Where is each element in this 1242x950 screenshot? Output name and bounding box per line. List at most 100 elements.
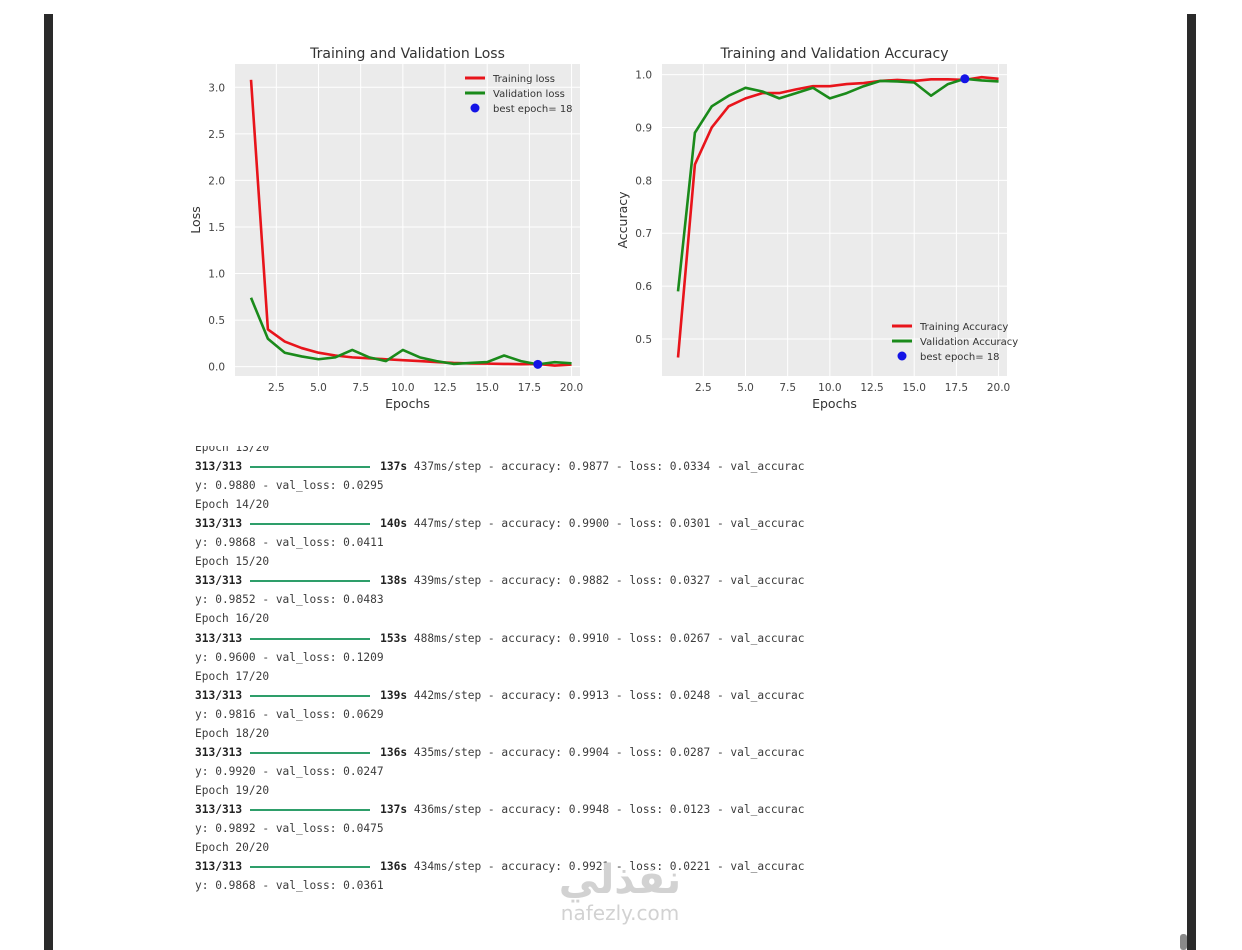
y-tick-label: 0.0 bbox=[208, 362, 225, 374]
step-count: 313/313 bbox=[195, 631, 243, 645]
x-tick-label: 2.5 bbox=[268, 382, 285, 394]
scrollbar-thumb[interactable] bbox=[1180, 934, 1187, 950]
step-count: 313/313 bbox=[195, 802, 243, 816]
legend-marker bbox=[897, 351, 907, 361]
step-count: 313/313 bbox=[195, 860, 243, 874]
best-epoch-point bbox=[960, 74, 970, 84]
step-metrics: 442ms/step - accuracy: 0.9913 - loss: 0.… bbox=[407, 688, 805, 702]
chart-title: Training and Validation Loss bbox=[309, 46, 505, 62]
x-axis-label: Epochs bbox=[385, 396, 430, 411]
step-time: 139s bbox=[380, 688, 408, 702]
progress-bar bbox=[250, 466, 371, 469]
x-tick-label: 20.0 bbox=[987, 382, 1010, 394]
log-line: y: 0.9920 - val_loss: 0.0247 bbox=[195, 764, 384, 778]
log-line: 313/313 136s 434ms/step - accuracy: 0.992… bbox=[195, 859, 805, 875]
y-tick-label: 2.5 bbox=[208, 129, 225, 141]
log-line: y: 0.9852 - val_loss: 0.0483 bbox=[195, 593, 384, 607]
step-time: 138s bbox=[380, 574, 408, 588]
val-series-line bbox=[676, 77, 999, 292]
step-count: 313/313 bbox=[195, 688, 243, 702]
watermark-latin: nafezly.com bbox=[560, 901, 680, 925]
log-line: 313/313 138s 439ms/step - accuracy: 0.988… bbox=[195, 573, 805, 589]
page-left-border bbox=[44, 14, 53, 950]
log-line: 313/313 137s 436ms/step - accuracy: 0.994… bbox=[195, 802, 805, 818]
chart-title: Training and Validation Accuracy bbox=[720, 46, 949, 62]
legend-label: best epoch= 18 bbox=[920, 352, 1000, 363]
progress-bar bbox=[250, 866, 371, 869]
step-metrics: 434ms/step - accuracy: 0.9921 - loss: 0.… bbox=[407, 860, 805, 874]
progress-bar bbox=[250, 637, 371, 640]
y-tick-label: 0.9 bbox=[635, 122, 652, 134]
step-time: 137s bbox=[380, 802, 408, 816]
page-right-border bbox=[1187, 14, 1196, 950]
step-metrics: 447ms/step - accuracy: 0.9900 - loss: 0.… bbox=[407, 517, 805, 531]
y-tick-label: 3.0 bbox=[208, 82, 225, 94]
legend-label: Training Accuracy bbox=[919, 322, 1008, 333]
y-tick-label: 1.0 bbox=[208, 269, 225, 281]
legend-label: Validation Accuracy bbox=[920, 337, 1018, 348]
log-line: Epoch 19/20 bbox=[195, 783, 270, 797]
val-series-line bbox=[249, 297, 572, 366]
x-tick-label: 20.0 bbox=[560, 382, 583, 394]
step-time: 136s bbox=[380, 860, 408, 874]
plot-area bbox=[235, 64, 580, 376]
step-metrics: 488ms/step - accuracy: 0.9910 - loss: 0.… bbox=[407, 631, 805, 645]
step-count: 313/313 bbox=[195, 745, 243, 759]
log-line: Epoch 14/20 bbox=[195, 498, 270, 512]
step-time: 137s bbox=[380, 460, 408, 474]
log-line: y: 0.9880 - val_loss: 0.0295 bbox=[195, 479, 384, 493]
best-epoch-point bbox=[533, 359, 543, 369]
progress-bar bbox=[250, 694, 371, 697]
step-metrics: 436ms/step - accuracy: 0.9948 - loss: 0.… bbox=[407, 802, 805, 816]
watermark-arabic: نفذلي bbox=[558, 857, 682, 903]
y-tick-label: 0.5 bbox=[635, 334, 652, 346]
step-time: 153s bbox=[380, 631, 408, 645]
step-metrics: 439ms/step - accuracy: 0.9882 - loss: 0.… bbox=[407, 574, 805, 588]
x-tick-label: 5.0 bbox=[737, 382, 754, 394]
y-tick-label: 2.0 bbox=[208, 175, 225, 187]
progress-bar bbox=[250, 808, 371, 811]
log-line: Epoch 17/20 bbox=[195, 669, 270, 683]
y-tick-label: 1.0 bbox=[635, 70, 652, 82]
x-tick-label: 10.0 bbox=[391, 382, 414, 394]
log-line: 313/313 153s 488ms/step - accuracy: 0.991… bbox=[195, 631, 805, 647]
y-tick-label: 0.7 bbox=[635, 228, 652, 240]
x-tick-label: 15.0 bbox=[903, 382, 926, 394]
y-tick-label: 0.5 bbox=[208, 315, 225, 327]
log-line: y: 0.9868 - val_loss: 0.0411 bbox=[195, 536, 384, 550]
log-line: 313/313 137s 437ms/step - accuracy: 0.987… bbox=[195, 459, 805, 475]
y-axis-label: Loss bbox=[188, 206, 203, 233]
log-line: 313/313 136s 435ms/step - accuracy: 0.990… bbox=[195, 745, 805, 761]
progress-bar bbox=[250, 523, 371, 526]
legend-label: Validation loss bbox=[493, 89, 565, 100]
y-axis-label: Accuracy bbox=[615, 191, 630, 249]
x-tick-label: 17.5 bbox=[945, 382, 968, 394]
x-tick-label: 7.5 bbox=[779, 382, 796, 394]
step-time: 140s bbox=[380, 517, 408, 531]
log-line: Epoch 18/20 bbox=[195, 726, 270, 740]
step-metrics: 435ms/step - accuracy: 0.9904 - loss: 0.… bbox=[407, 745, 805, 759]
watermark: نفذلي nafezly.com bbox=[540, 858, 700, 924]
log-line: y: 0.9816 - val_loss: 0.0629 bbox=[195, 707, 384, 721]
log-line: Epoch 13/20 bbox=[195, 446, 270, 454]
y-tick-label: 0.8 bbox=[635, 175, 652, 187]
training-log: Epoch 13/20 313/313 137s 437ms/step - accu… bbox=[195, 446, 815, 906]
x-tick-label: 12.5 bbox=[433, 382, 456, 394]
progress-bar bbox=[250, 580, 371, 583]
step-count: 313/313 bbox=[195, 460, 243, 474]
x-tick-label: 12.5 bbox=[860, 382, 883, 394]
progress-bar bbox=[250, 751, 371, 754]
log-line: Epoch 15/20 bbox=[195, 555, 270, 569]
log-line: y: 0.9600 - val_loss: 0.1209 bbox=[195, 650, 384, 664]
legend-label: best epoch= 18 bbox=[493, 104, 573, 115]
x-tick-label: 10.0 bbox=[818, 382, 841, 394]
x-tick-label: 7.5 bbox=[352, 382, 369, 394]
legend-label: Training loss bbox=[492, 74, 555, 85]
x-tick-label: 2.5 bbox=[695, 382, 712, 394]
log-line: y: 0.9892 - val_loss: 0.0475 bbox=[195, 822, 384, 835]
log-line: Epoch 16/20 bbox=[195, 612, 270, 626]
accuracy-chart: Training and Validation Accuracy 2.5 5.0 7.… bbox=[615, 46, 1018, 411]
loss-chart: Training and Validation Loss 2.5 5.0 7.5 10.… bbox=[188, 46, 583, 411]
log-line: y: 0.9868 - val_loss: 0.0361 bbox=[195, 879, 384, 893]
y-tick-label: 1.5 bbox=[208, 222, 225, 234]
